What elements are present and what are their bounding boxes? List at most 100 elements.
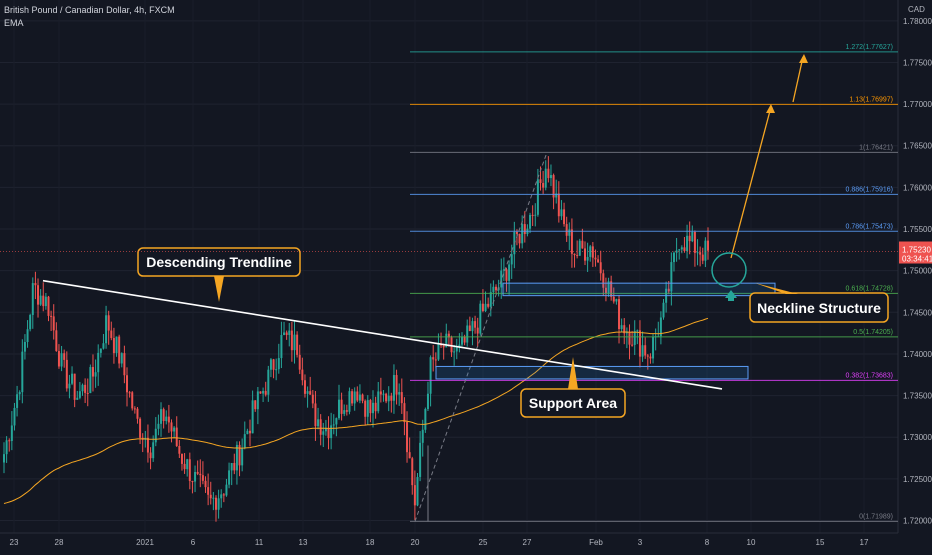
candle-body bbox=[413, 485, 416, 506]
candle-body bbox=[283, 332, 286, 335]
candle-body bbox=[699, 252, 702, 255]
candle-body bbox=[97, 352, 100, 373]
candle-body bbox=[492, 286, 495, 293]
candle-body bbox=[707, 240, 709, 251]
candle-body bbox=[37, 285, 40, 305]
time-tick-label: 3 bbox=[638, 538, 643, 547]
candle-body bbox=[330, 425, 333, 439]
candle-body bbox=[228, 470, 231, 485]
support-zone-box bbox=[435, 365, 749, 380]
candle-body bbox=[659, 317, 662, 337]
candle-body bbox=[285, 332, 288, 336]
candle-body bbox=[583, 248, 586, 261]
descending-trendline-callout-text: Descending Trendline bbox=[146, 254, 292, 270]
candle-body bbox=[515, 231, 518, 234]
candle-body bbox=[392, 375, 395, 401]
time-tick-label: 28 bbox=[55, 538, 64, 547]
grid bbox=[0, 20, 898, 522]
candle-body bbox=[387, 395, 390, 402]
candle-body bbox=[568, 229, 571, 236]
candle-body bbox=[238, 444, 241, 466]
price-tick-label: 1.74000 bbox=[903, 350, 932, 359]
candle-body bbox=[65, 359, 68, 389]
candle-body bbox=[460, 336, 463, 345]
candle-body bbox=[222, 494, 225, 496]
candle-body bbox=[487, 303, 490, 307]
candle-body bbox=[29, 314, 32, 330]
candle-body bbox=[89, 367, 92, 394]
time-tick-label: 15 bbox=[816, 538, 825, 547]
time-axis: 23 28 2021 6 11 13 18 20 25 27 Feb 3 8 10 15 17 bbox=[10, 538, 869, 547]
candle-body bbox=[264, 390, 267, 395]
candle-body bbox=[586, 256, 589, 261]
candle-body bbox=[434, 359, 437, 361]
price-tick-label: 1.75000 bbox=[903, 267, 932, 276]
candle-body bbox=[570, 229, 573, 254]
ema-line bbox=[3, 317, 709, 504]
fib-label: 0.786(1.75473) bbox=[846, 223, 893, 230]
candle-body bbox=[115, 336, 118, 354]
candle-body bbox=[217, 498, 220, 510]
candle-body bbox=[306, 391, 309, 394]
candle-body bbox=[204, 480, 207, 488]
candle-body bbox=[437, 343, 440, 360]
candle-body bbox=[196, 471, 199, 474]
candle-body bbox=[489, 292, 492, 307]
chart-legend: British Pound / Canadian Dollar, 4h, FXC… bbox=[4, 4, 175, 30]
descending-trendline-callout: Descending Trendline bbox=[137, 247, 301, 302]
up-arrow-icon bbox=[725, 290, 737, 298]
candle-body bbox=[254, 400, 257, 410]
candle-body bbox=[290, 330, 293, 351]
time-tick-label: 6 bbox=[191, 538, 196, 547]
descending-trendline bbox=[42, 279, 723, 390]
fib-label: 0(1.71989) bbox=[859, 513, 893, 520]
candle-body bbox=[458, 344, 461, 348]
candle-body bbox=[615, 299, 618, 302]
candle-body bbox=[670, 262, 673, 292]
candle-body bbox=[131, 392, 134, 409]
candle-body bbox=[152, 442, 155, 459]
candle-body bbox=[529, 214, 532, 229]
fib-label: 1.272(1.77627) bbox=[846, 44, 893, 51]
candle-body bbox=[99, 348, 102, 353]
candle-body bbox=[463, 336, 466, 343]
candle-body bbox=[178, 445, 181, 454]
candle-body bbox=[340, 399, 343, 414]
candle-body bbox=[424, 408, 427, 430]
candle-body bbox=[353, 391, 356, 404]
candle-body bbox=[86, 392, 89, 394]
candle-body bbox=[547, 168, 550, 179]
candle-body bbox=[120, 353, 123, 364]
candle-body bbox=[34, 283, 37, 286]
candle-body bbox=[322, 431, 325, 435]
candle-body bbox=[139, 418, 142, 438]
candle-body bbox=[411, 458, 414, 486]
candle-body bbox=[633, 330, 636, 345]
candle-body bbox=[453, 351, 456, 353]
candle-body bbox=[500, 270, 503, 288]
fib-label: 1(1.76421) bbox=[859, 144, 893, 151]
fib-label: 1.13(1.76997) bbox=[849, 96, 893, 103]
candle-body bbox=[628, 331, 631, 345]
candle-body bbox=[680, 247, 683, 250]
candle-body bbox=[474, 321, 477, 328]
candle-body bbox=[123, 353, 126, 376]
candle-body bbox=[379, 391, 382, 395]
candle-body bbox=[502, 269, 505, 271]
candle-body bbox=[26, 329, 29, 343]
candle-body bbox=[693, 231, 696, 253]
candle-body bbox=[57, 351, 60, 367]
candle-body bbox=[403, 403, 406, 423]
time-tick-label: 11 bbox=[255, 538, 264, 547]
candle-body bbox=[704, 240, 707, 261]
candle-body bbox=[620, 325, 623, 330]
candle-body bbox=[662, 302, 665, 318]
price-tick-label: 1.75500 bbox=[903, 225, 932, 234]
time-tick-label: Feb bbox=[589, 538, 603, 547]
candle-body bbox=[319, 419, 322, 435]
candle-body bbox=[652, 336, 655, 359]
candle-body bbox=[573, 253, 576, 256]
candle-body bbox=[358, 394, 361, 401]
